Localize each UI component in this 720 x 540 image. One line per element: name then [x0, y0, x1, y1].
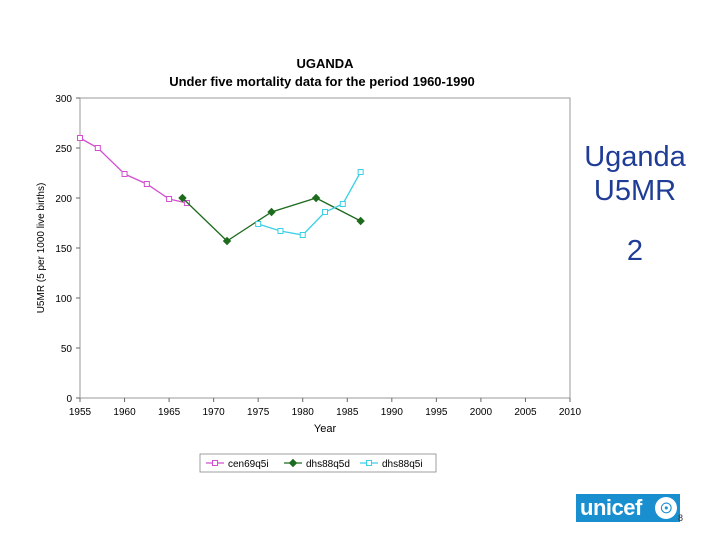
data-point-cen69q5i [77, 135, 83, 141]
chart-title: UGANDA [296, 56, 354, 71]
logo-text: unicef [580, 495, 642, 520]
series-line-dhs88q5i [257, 171, 362, 236]
x-tick-label: 1975 [247, 407, 270, 418]
x-tick-label: 1965 [158, 407, 181, 418]
legend-swatch-marker [212, 460, 218, 466]
legend-item-dhs88q5i: dhs88q5i [360, 459, 423, 470]
x-tick-label: 1985 [336, 407, 359, 418]
y-tick-label: 250 [55, 144, 72, 155]
x-tick-label: 1980 [292, 407, 315, 418]
x-tick-label: 1955 [69, 407, 92, 418]
side-title-line1: Uganda [584, 141, 686, 173]
x-tick-label: 1995 [425, 407, 448, 418]
side-title-line2: U5MR [593, 175, 677, 207]
chart-subtitle: Under five mortality data for the period… [169, 74, 475, 89]
series-layer [77, 135, 365, 246]
y-tick-label: 200 [55, 194, 72, 205]
x-tick-label: 1990 [381, 407, 404, 418]
data-point-cen69q5i [94, 145, 101, 151]
data-point-cen69q5i [166, 196, 173, 202]
x-tick-label: 1970 [203, 407, 226, 418]
axis-ticks: 0 50 100 150 200 250 300 1955 1960 1965 1970 1975 19… [55, 94, 581, 418]
x-tick-label: 2010 [559, 407, 582, 418]
y-tick-label: 150 [55, 244, 72, 255]
y-axis-label: U5MR (5 per 1000 live births) [36, 183, 47, 314]
data-point-dhs88q5d [356, 216, 365, 226]
side-number: 2 [626, 235, 644, 267]
series-dhs88q5d [178, 193, 365, 246]
data-point-dhs88q5d [267, 207, 276, 217]
legend-label: dhs88q5i [382, 459, 423, 470]
series-dhs88q5i [255, 169, 364, 238]
legend-swatch-marker [366, 460, 372, 466]
data-point-dhs88q5i [299, 232, 306, 238]
unicef-logo: unicef ☉ [576, 494, 680, 522]
y-tick-label: 50 [61, 344, 73, 355]
legend-label: dhs88q5d [306, 459, 350, 470]
legend-box [199, 453, 437, 473]
y-tick-label: 300 [55, 94, 72, 105]
legend-item-cen69q5i: cen69q5i [206, 459, 269, 470]
data-point-cen69q5i [143, 181, 150, 187]
y-tick-label: 0 [66, 394, 72, 405]
unicef-emblem-icon: ☉ [655, 497, 677, 519]
data-point-dhs88q5d [311, 193, 321, 203]
data-point-dhs88q5i [339, 201, 346, 207]
legend-swatch-marker [288, 458, 298, 468]
legend-item-dhs88q5d: dhs88q5d [284, 458, 350, 470]
x-tick-label: 2005 [514, 407, 537, 418]
data-point-dhs88q5i [322, 209, 328, 215]
data-point-dhs88q5d [222, 236, 232, 246]
page-number: 8 [678, 513, 684, 523]
x-tick-label: 1960 [113, 407, 136, 418]
y-tick-label: 100 [55, 294, 72, 305]
data-point-dhs88q5i [255, 221, 262, 227]
x-axis-label: Year [314, 423, 337, 435]
data-point-cen69q5i [121, 171, 128, 177]
data-point-dhs88q5d [178, 193, 187, 203]
legend: cen69q5i dhs88q5d dhs88q5i [206, 458, 423, 470]
data-point-dhs88q5i [357, 169, 364, 175]
data-point-dhs88q5i [277, 228, 284, 234]
plot-area [79, 97, 571, 399]
legend-label: cen69q5i [228, 459, 269, 470]
x-tick-label: 2000 [470, 407, 493, 418]
